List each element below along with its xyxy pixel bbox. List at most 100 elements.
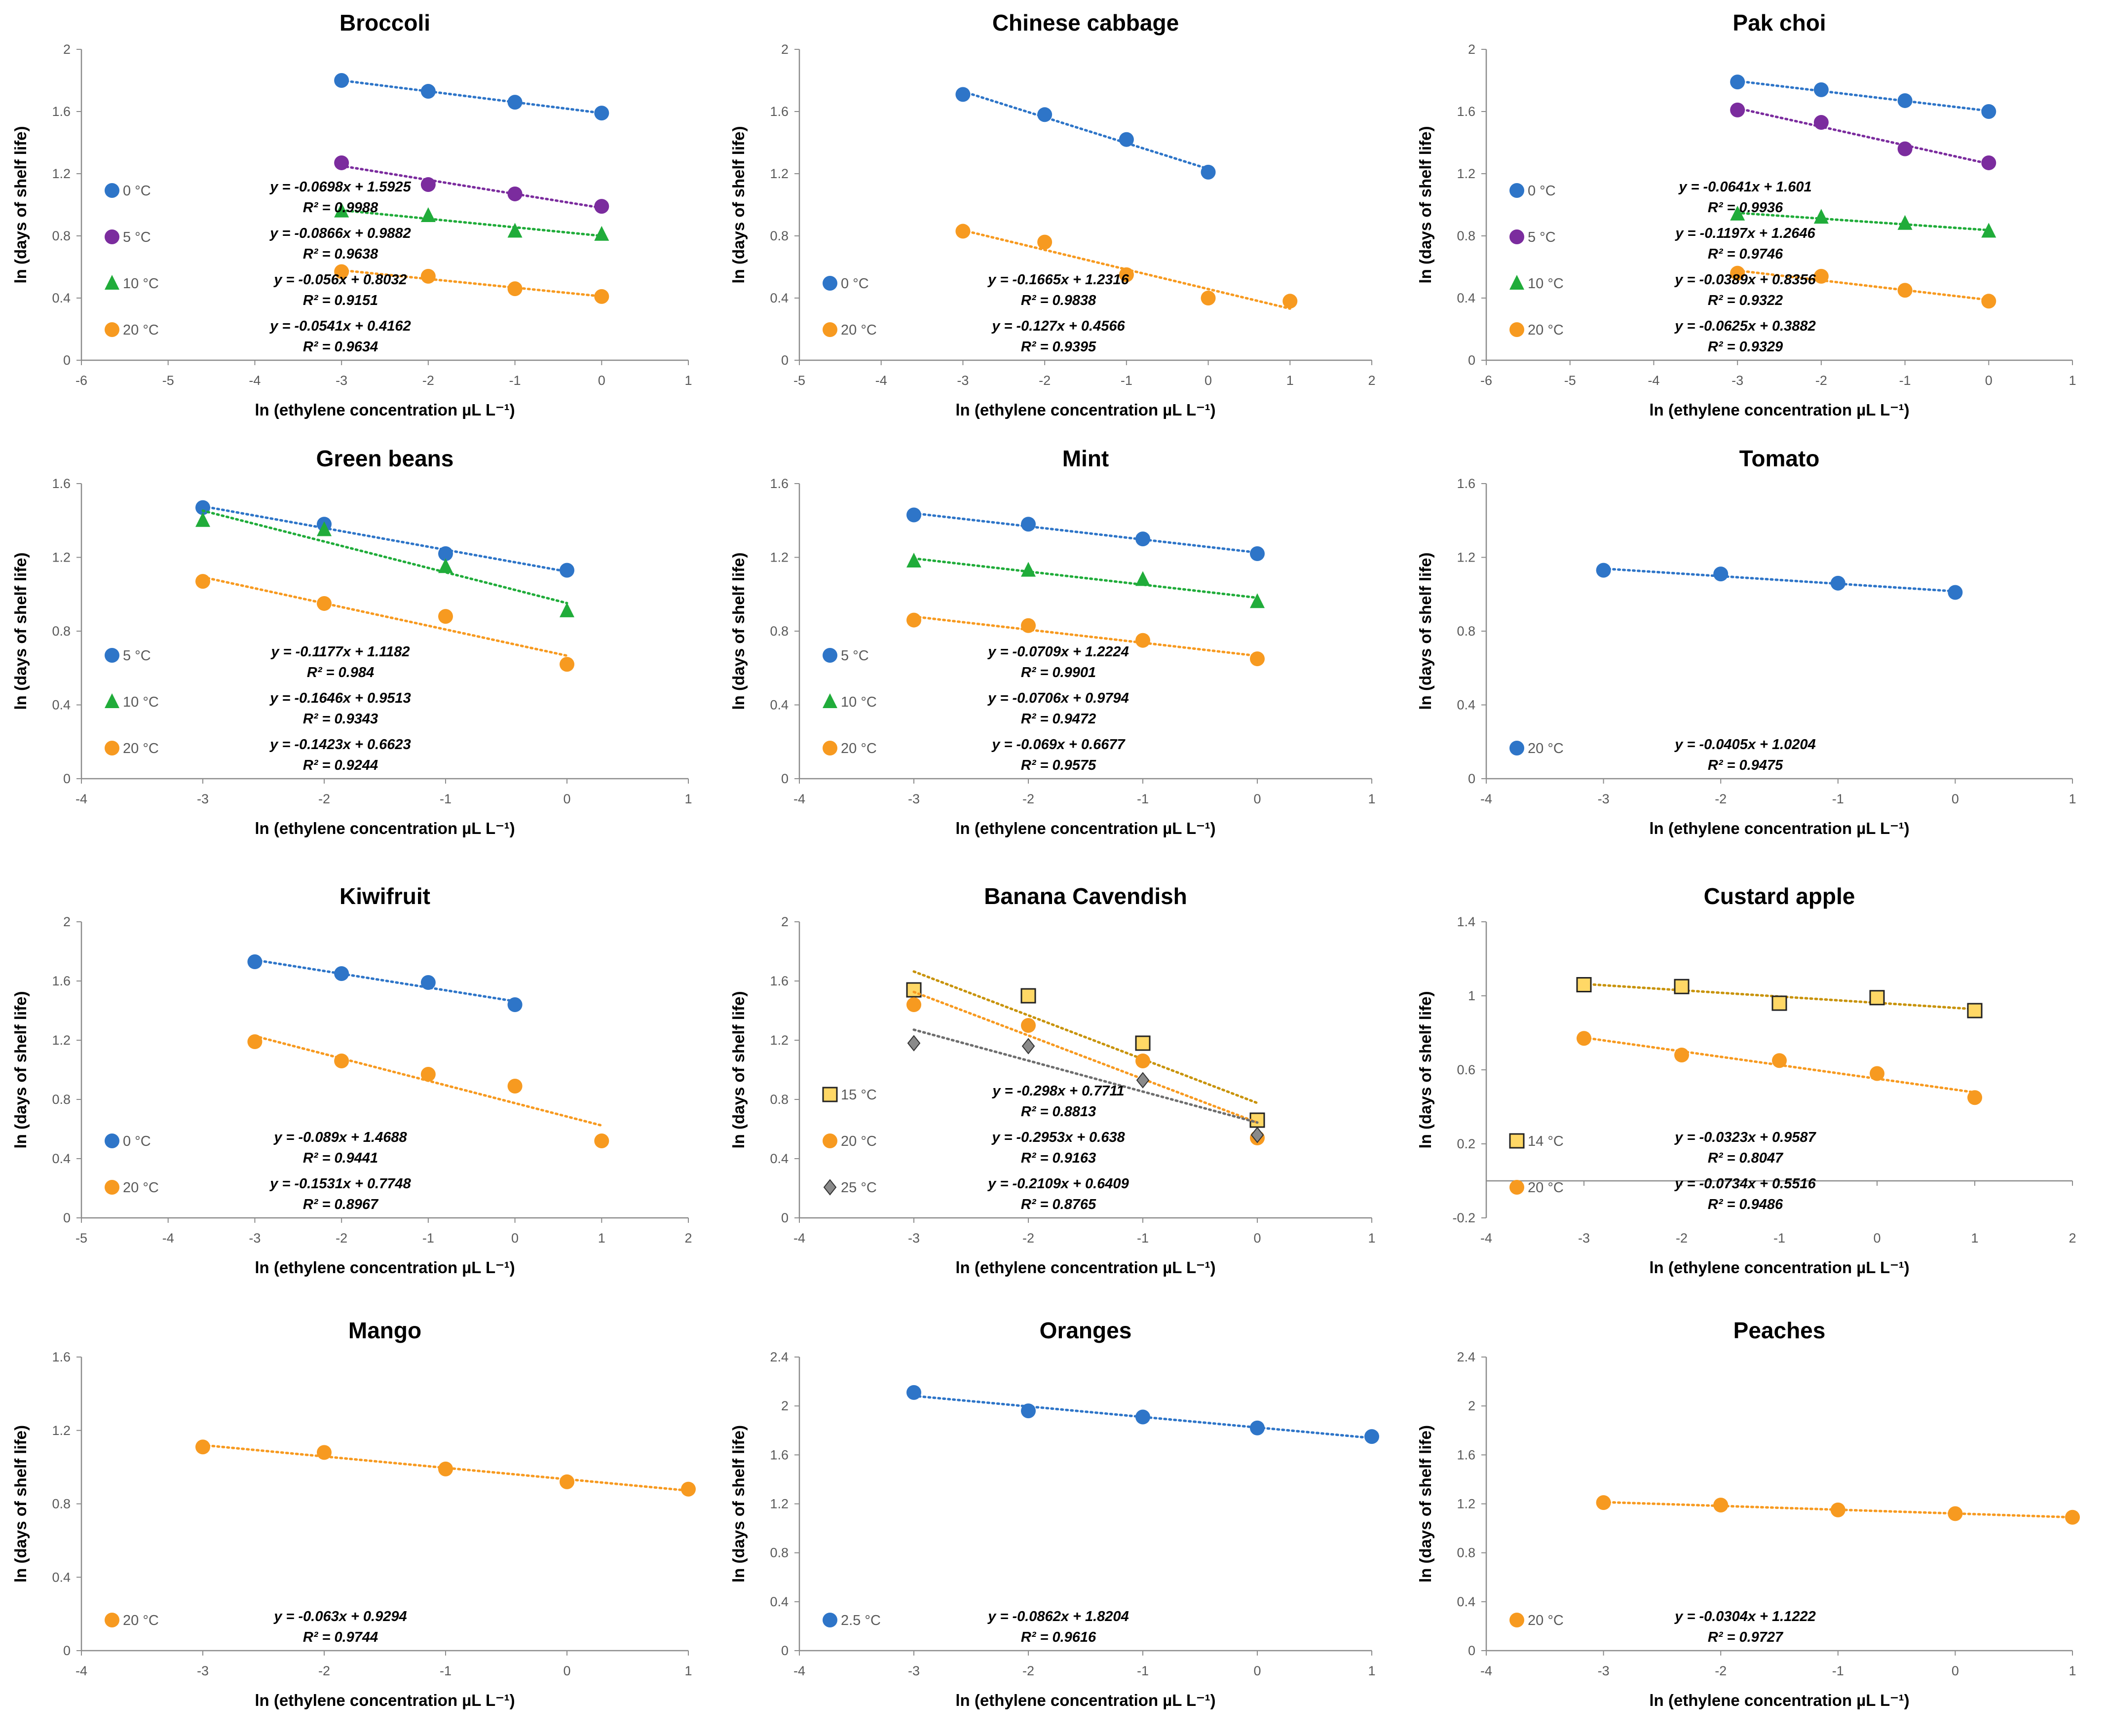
x-tick-label: -1	[440, 792, 452, 806]
data-point	[1596, 563, 1611, 578]
y-tick-label: 0.8	[52, 228, 71, 243]
data-point	[1870, 1066, 1884, 1081]
x-tick-label: 1	[1971, 1231, 1978, 1245]
data-point	[317, 521, 332, 536]
y-tick-label: 0.8	[1457, 228, 1475, 243]
series-5-c	[906, 507, 1265, 562]
legend-marker	[105, 1180, 119, 1195]
legend-label: 5 °C	[1528, 229, 1556, 245]
trendline-equation: y = -0.127x + 0.4566	[991, 318, 1125, 334]
y-tick-label: 0	[63, 1643, 71, 1658]
y-tick-label: 0	[63, 1210, 71, 1225]
y-tick-label: 2	[63, 914, 71, 929]
x-axis-title: ln (ethylene concentration µL L⁻¹)	[955, 1258, 1215, 1277]
series-10-c	[1730, 205, 1996, 238]
x-tick-label: 1	[2069, 1663, 2076, 1678]
x-tick-label: -4	[1648, 373, 1659, 388]
legend-entry-10-c: 10 °C y = -0.0389x + 0.8356 R² = 0.9322	[1509, 272, 1816, 308]
r-squared-label: R² = 0.9322	[1708, 293, 1783, 308]
legend-label: 20 °C	[1528, 1613, 1564, 1628]
x-tick-label: -1	[1137, 1231, 1149, 1245]
data-point	[560, 1474, 574, 1489]
r-squared-label: R² = 0.8813	[1021, 1104, 1096, 1120]
data-point	[1813, 115, 1829, 130]
legend-entry-14-c: 14 °C y = -0.0323x + 0.9587 R² = 0.8047	[1509, 1130, 1817, 1166]
legend-marker	[1509, 741, 1524, 755]
x-tick-label: -1	[1899, 373, 1911, 388]
legend-marker	[822, 1087, 838, 1102]
data-point	[1021, 517, 1036, 532]
y-tick-label: 0.8	[52, 1092, 71, 1107]
series-20-c	[195, 574, 574, 672]
chart-kiwifruit: Kiwifruit -5 -4 -3 -2 -1 0 1 2 0 0.4 0.8 1.2 1.6 2 ln (…	[11, 883, 692, 1277]
legend-marker	[105, 741, 119, 755]
data-point	[1948, 1506, 1963, 1521]
data-point	[317, 1445, 332, 1460]
legend-label: 2.5 °C	[841, 1613, 881, 1628]
x-tick-label: -3	[908, 792, 920, 806]
legend-marker	[823, 322, 837, 337]
x-tick-label: -4	[1480, 1663, 1492, 1678]
chart-mango: Mango -4 -3 -2 -1 0 1 0 0.4 0.8 1.2 1.6 ln (ethylene…	[11, 1318, 696, 1709]
x-tick-label: -3	[336, 373, 347, 388]
x-tick-label: -3	[1598, 792, 1610, 806]
r-squared-label: R² = 0.9727	[1708, 1629, 1784, 1645]
y-tick-label: 1.6	[52, 1350, 71, 1364]
x-tick-label: -3	[197, 792, 209, 806]
y-tick-label: 1.6	[770, 1447, 789, 1462]
data-point	[1364, 1429, 1379, 1444]
legend-entry-10-c: 10 °C y = -0.0706x + 0.9794 R² = 0.9472	[823, 690, 1129, 727]
chart-title: Peaches	[1733, 1318, 1826, 1343]
data-point	[906, 507, 921, 523]
x-tick-label: -1	[1773, 1231, 1785, 1245]
trendline-equation: y = -0.0323x + 0.9587	[1674, 1130, 1816, 1145]
legend-marker	[105, 1133, 119, 1148]
trendline	[1736, 107, 1990, 165]
x-tick-label: 0	[1253, 792, 1261, 806]
data-point	[560, 657, 574, 672]
data-point	[438, 546, 453, 562]
chart-title: Kiwifruit	[339, 883, 430, 909]
r-squared-label: R² = 0.9441	[303, 1150, 378, 1166]
data-point	[1897, 93, 1913, 108]
x-tick-label: -1	[422, 1231, 434, 1245]
y-tick-label: 1.6	[1457, 104, 1475, 119]
legend-marker	[1509, 322, 1524, 337]
legend-marker	[1509, 1613, 1524, 1627]
legend-marker	[1509, 1180, 1524, 1195]
x-tick-label: -2	[1022, 1231, 1034, 1245]
y-tick-label: 0.4	[1457, 291, 1475, 305]
x-tick-label: -2	[1022, 1663, 1034, 1678]
x-axis-title: ln (ethylene concentration µL L⁻¹)	[1649, 401, 1909, 419]
legend-label: 20 °C	[841, 1133, 877, 1149]
x-tick-label: 1	[1368, 1663, 1375, 1678]
data-point	[1730, 102, 1745, 117]
series-5-c	[1730, 102, 1996, 170]
x-tick-label: -2	[318, 792, 330, 806]
trendline-equation: y = -0.069x + 0.6677	[991, 737, 1126, 753]
data-point	[1869, 990, 1885, 1006]
r-squared-label: R² = 0.8765	[1021, 1197, 1096, 1212]
trendline	[912, 970, 1259, 1104]
y-tick-label: 0	[781, 771, 789, 786]
trendline-equation: y = -0.2109x + 0.6409	[987, 1176, 1129, 1192]
data-point	[1020, 988, 1036, 1004]
y-tick-label: 1.2	[52, 1033, 71, 1048]
data-point	[906, 552, 921, 567]
x-axis-title: ln (ethylene concentration µL L⁻¹)	[955, 1691, 1215, 1709]
y-tick-label: 0	[63, 771, 71, 786]
x-tick-label: -4	[875, 373, 887, 388]
trendline	[1602, 567, 1957, 593]
x-tick-label: -4	[793, 1663, 805, 1678]
x-tick-label: 0	[1205, 373, 1212, 388]
series-10-c	[195, 509, 574, 617]
chart-banana-cavendish: Banana Cavendish -4 -3 -2 -1 0 1 0 0.4 0.8 1.2 1.6 2…	[729, 883, 1376, 1277]
trendline-equation: y = -0.0709x + 1.2224	[987, 644, 1129, 660]
chart-oranges: Oranges -4 -3 -2 -1 0 1 0 0.4 0.8 1.2 1.6 2 2.4 ln (et…	[729, 1318, 1379, 1709]
data-point	[955, 224, 971, 239]
data-point	[507, 997, 523, 1012]
data-point	[1119, 267, 1134, 282]
y-tick-label: 1.2	[52, 1423, 71, 1438]
trendline	[1582, 982, 1976, 1011]
